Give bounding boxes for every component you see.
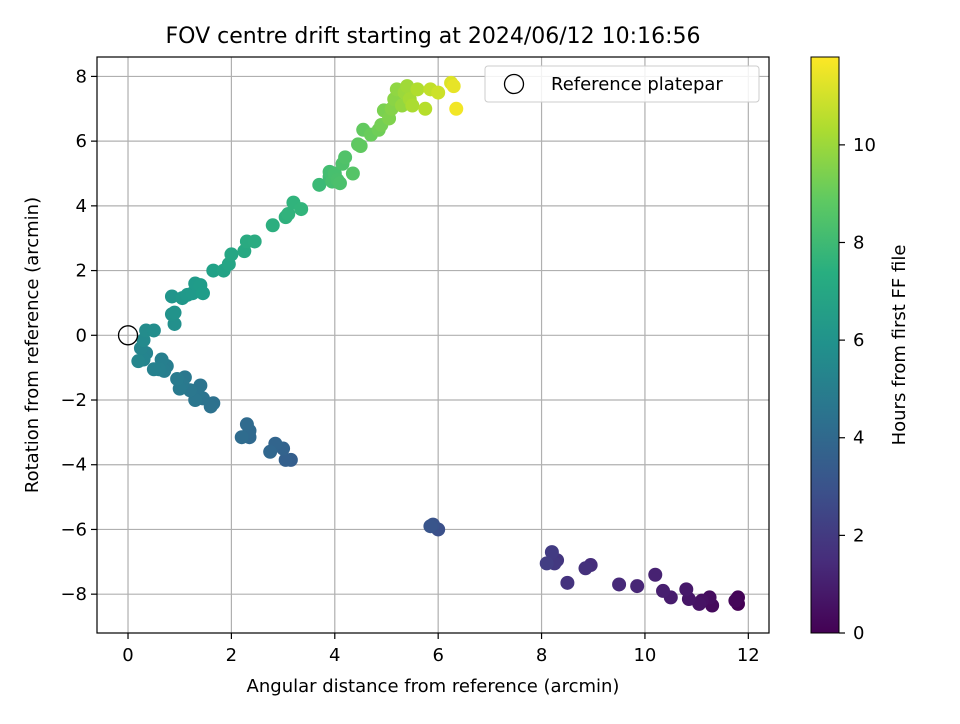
data-point [405, 98, 420, 113]
data-point [679, 582, 694, 597]
data-point [539, 556, 554, 571]
plot-frame [96, 56, 770, 634]
reference-platepar-point [117, 325, 139, 346]
data-point [224, 247, 239, 262]
data-point [247, 234, 262, 249]
data-point [164, 289, 179, 304]
data-point [239, 417, 254, 432]
colorbar [810, 56, 840, 634]
x-tick-label: 0 [122, 645, 133, 666]
colorbar-ticks: 0 2 4 6 8 10 [839, 135, 876, 644]
legend-label: Reference platepar [551, 74, 723, 95]
data-point [612, 577, 627, 592]
x-tick-label: 6 [432, 645, 443, 666]
y-tick-label: −8 [60, 584, 87, 605]
x-axis-ticks: 0 2 4 6 8 10 12 [122, 633, 760, 666]
data-point [345, 166, 360, 181]
x-axis-label: Angular distance from reference (arcmin) [247, 676, 620, 697]
data-point [578, 561, 593, 576]
x-tick-label: 10 [633, 645, 656, 666]
y-tick-label: −6 [60, 519, 87, 540]
y-tick-label: −4 [60, 455, 87, 476]
data-point [446, 79, 461, 94]
legend-marker [503, 73, 525, 95]
data-point [449, 101, 464, 116]
colorbar-tick-label: 10 [853, 135, 876, 156]
y-tick-label: 0 [76, 325, 87, 346]
grid-lines [97, 57, 769, 633]
colorbar-tick-label: 4 [853, 428, 864, 449]
y-tick-label: 2 [76, 261, 87, 282]
data-point [418, 101, 433, 116]
data-point [294, 202, 309, 217]
data-point [312, 177, 327, 192]
x-tick-label: 2 [226, 645, 237, 666]
data-point [281, 206, 296, 221]
data-point [195, 286, 210, 301]
y-tick-label: 6 [76, 131, 87, 152]
data-point [263, 444, 278, 459]
data-point [146, 362, 161, 377]
x-tick-label: 12 [737, 645, 760, 666]
data-point [170, 371, 185, 386]
colorbar-tick-label: 2 [853, 525, 864, 546]
data-point [278, 452, 293, 467]
legend: Reference platepar [484, 65, 760, 103]
data-point [410, 82, 425, 97]
legend-box [484, 65, 760, 103]
data-point [648, 567, 663, 582]
colorbar-tick-label: 0 [853, 623, 864, 644]
data-point [630, 579, 645, 594]
x-tick-label: 4 [329, 645, 340, 666]
data-point [146, 323, 161, 338]
chart-title: FOV centre drift starting at 2024/06/12 … [166, 24, 701, 49]
data-point [338, 150, 353, 165]
data-points [131, 75, 745, 613]
data-point [544, 545, 559, 560]
data-point [332, 176, 347, 191]
data-point [353, 138, 368, 153]
colorbar-label: Hours from first FF file [889, 245, 910, 446]
data-point [431, 85, 446, 100]
data-point [656, 583, 671, 598]
y-axis-label: Rotation from reference (arcmin) [22, 197, 43, 493]
y-tick-label: −2 [60, 390, 87, 411]
data-point [234, 430, 249, 445]
y-axis-ticks: −8 −6 −4 −2 0 2 4 6 8 [60, 66, 97, 605]
reference-marker [117, 325, 139, 346]
data-point [423, 519, 438, 534]
colorbar-tick-label: 8 [853, 232, 864, 253]
data-point [560, 575, 575, 590]
x-tick-label: 8 [536, 645, 547, 666]
data-point [131, 354, 146, 369]
data-point [728, 593, 743, 608]
colorbar-tick-label: 6 [853, 330, 864, 351]
data-point [206, 263, 221, 278]
data-point [167, 305, 182, 320]
data-point [265, 218, 280, 233]
y-tick-label: 4 [76, 196, 87, 217]
y-tick-label: 8 [76, 66, 87, 87]
